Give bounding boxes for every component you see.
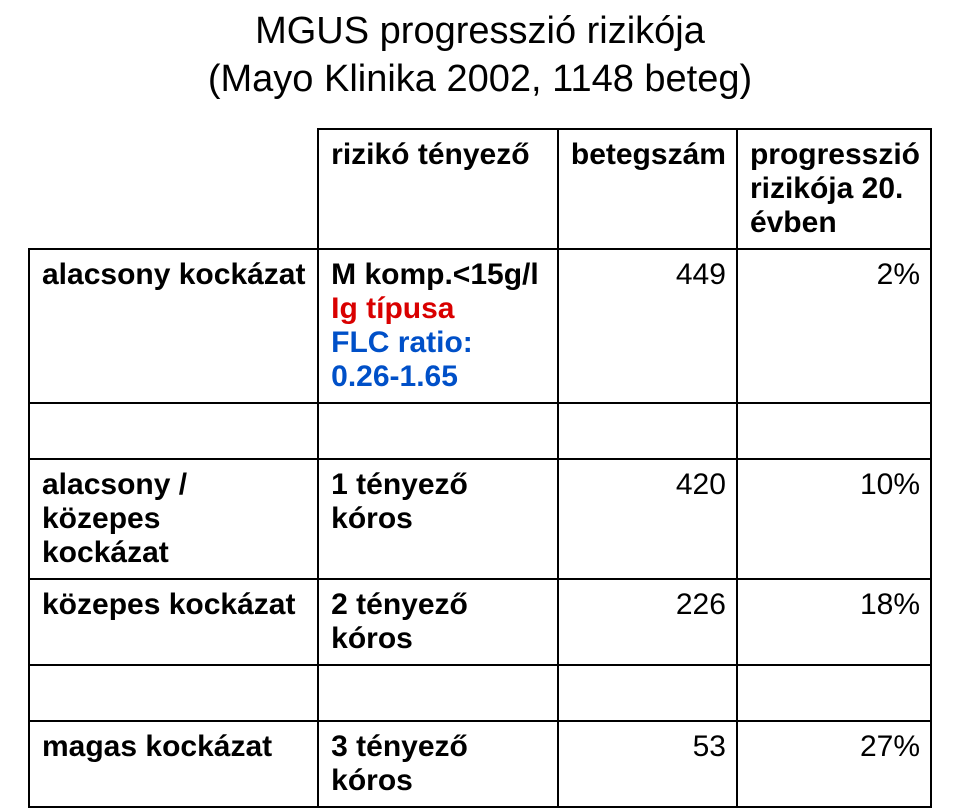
cell-lowmid-count: 420 [558, 459, 737, 579]
cell-lowmid-factor: 1 tényező kóros [318, 459, 558, 579]
spacer-cell [29, 665, 318, 721]
row-spacer-2 [29, 665, 931, 721]
header-risk-line1: progresszió [750, 138, 920, 171]
header-factor: rizikó tényező [318, 129, 558, 249]
cell-high-risk: 27% [737, 721, 931, 807]
slide-title: MGUS progresszió rizikója (Mayo Klinika … [55, 8, 905, 103]
low-factor-line1: M komp.<15g/l [331, 258, 539, 291]
spacer-cell [318, 665, 558, 721]
spacer-cell [29, 403, 318, 459]
lowmid-label-line2: kockázat [42, 536, 169, 569]
cell-low-count: 449 [558, 249, 737, 403]
low-factor-flc-range: 0.26-1.65 [331, 360, 458, 393]
spacer-cell [318, 403, 558, 459]
row-low-mid-risk: alacsony / közepes kockázat 1 tényező kó… [29, 459, 931, 579]
cell-lowmid-label: alacsony / közepes kockázat [29, 459, 318, 579]
cell-lowmid-risk: 10% [737, 459, 931, 579]
spacer-cell [737, 403, 931, 459]
title-line-1: MGUS progresszió rizikója [55, 8, 905, 56]
cell-high-count: 53 [558, 721, 737, 807]
spacer-cell [737, 665, 931, 721]
cell-high-label: magas kockázat [29, 721, 318, 807]
cell-mid-label: közepes kockázat [29, 579, 318, 665]
risk-table: rizikó tényező betegszám progresszió riz… [28, 128, 932, 808]
cell-low-label: alacsony kockázat [29, 249, 318, 403]
cell-mid-factor: 2 tényező kóros [318, 579, 558, 665]
header-risk: progresszió rizikója 20. évben [737, 129, 931, 249]
spacer-cell [558, 403, 737, 459]
row-spacer-1 [29, 403, 931, 459]
cell-low-factor: M komp.<15g/l Ig típusa FLC ratio: 0.26-… [318, 249, 558, 403]
table-header-row: rizikó tényező betegszám progresszió riz… [29, 129, 931, 249]
cell-mid-risk: 18% [737, 579, 931, 665]
row-high-risk: magas kockázat 3 tényező kóros 53 27% [29, 721, 931, 807]
spacer-cell [558, 665, 737, 721]
header-empty [29, 129, 318, 249]
cell-mid-count: 226 [558, 579, 737, 665]
header-count: betegszám [558, 129, 737, 249]
title-line-2: (Mayo Klinika 2002, 1148 beteg) [55, 56, 905, 104]
cell-high-factor: 3 tényező kóros [318, 721, 558, 807]
row-mid-risk: közepes kockázat 2 tényező kóros 226 18% [29, 579, 931, 665]
lowmid-label-line1: alacsony / közepes [42, 468, 187, 535]
header-risk-line2: rizikója 20. évben [750, 172, 903, 239]
low-factor-ig: Ig típusa [331, 292, 454, 325]
row-low-risk: alacsony kockázat M komp.<15g/l Ig típus… [29, 249, 931, 403]
slide: MGUS progresszió rizikója (Mayo Klinika … [0, 0, 960, 727]
low-factor-flc: FLC ratio: [331, 326, 473, 359]
cell-low-risk: 2% [737, 249, 931, 403]
